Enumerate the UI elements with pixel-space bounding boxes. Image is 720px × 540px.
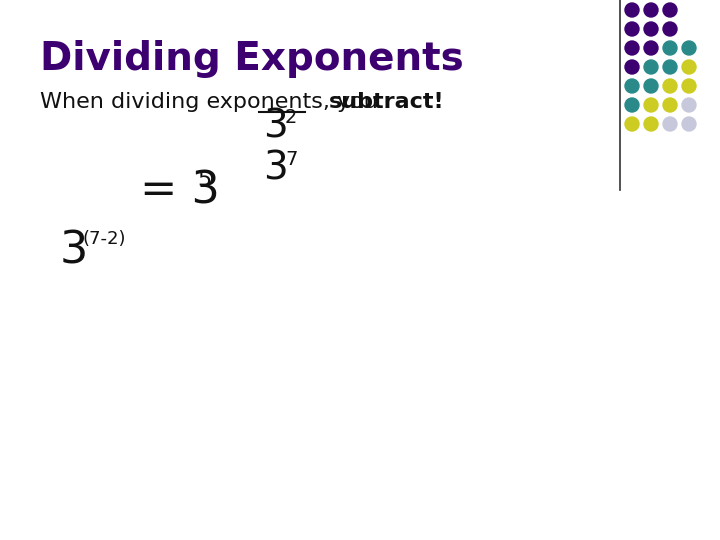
Circle shape: [682, 98, 696, 112]
Circle shape: [625, 79, 639, 93]
Circle shape: [682, 60, 696, 74]
Text: 5: 5: [197, 170, 211, 190]
Circle shape: [625, 3, 639, 17]
Circle shape: [625, 117, 639, 131]
Circle shape: [663, 79, 677, 93]
Circle shape: [644, 22, 658, 36]
Circle shape: [644, 79, 658, 93]
Text: 2: 2: [285, 108, 297, 127]
Text: Dividing Exponents: Dividing Exponents: [40, 40, 464, 78]
Text: 3: 3: [60, 230, 89, 273]
Circle shape: [625, 22, 639, 36]
Circle shape: [663, 117, 677, 131]
Circle shape: [682, 117, 696, 131]
Circle shape: [644, 117, 658, 131]
Text: subtract!: subtract!: [329, 92, 445, 112]
Circle shape: [663, 41, 677, 55]
Circle shape: [625, 60, 639, 74]
Text: 3: 3: [263, 108, 288, 146]
Circle shape: [663, 60, 677, 74]
Circle shape: [625, 98, 639, 112]
Circle shape: [663, 3, 677, 17]
Text: 7: 7: [285, 150, 297, 169]
Circle shape: [644, 98, 658, 112]
Circle shape: [625, 41, 639, 55]
Circle shape: [644, 60, 658, 74]
Circle shape: [682, 41, 696, 55]
Text: 3: 3: [263, 150, 288, 188]
Text: = 3: = 3: [140, 170, 220, 213]
Circle shape: [663, 22, 677, 36]
Circle shape: [682, 79, 696, 93]
Text: (7-2): (7-2): [82, 230, 125, 248]
Circle shape: [663, 98, 677, 112]
Circle shape: [644, 41, 658, 55]
Text: When dividing exponents, you: When dividing exponents, you: [40, 92, 385, 112]
Circle shape: [644, 3, 658, 17]
